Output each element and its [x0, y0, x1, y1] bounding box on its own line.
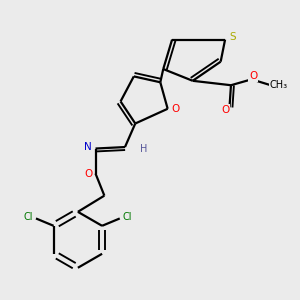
Text: N: N: [84, 142, 92, 152]
Text: O: O: [84, 169, 92, 178]
Text: O: O: [171, 104, 179, 114]
Text: S: S: [229, 32, 236, 42]
Text: O: O: [249, 71, 257, 81]
Text: Cl: Cl: [23, 212, 33, 222]
Text: O: O: [221, 105, 229, 115]
Text: H: H: [140, 143, 148, 154]
Text: CH₃: CH₃: [270, 80, 288, 90]
Text: Cl: Cl: [123, 212, 133, 222]
